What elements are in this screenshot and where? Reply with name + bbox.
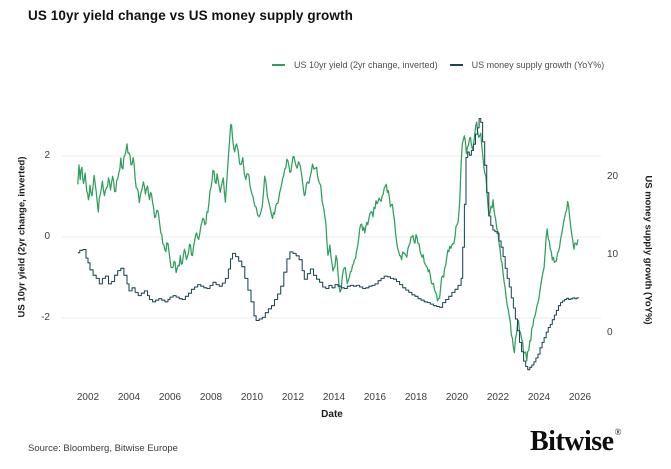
left-y-tick-label: -2 <box>41 312 50 323</box>
chart-title: US 10yr yield change vs US money supply … <box>28 8 353 23</box>
legend-dash-icon <box>449 64 463 66</box>
left-axis-title: US 10yr yield (2yr change, inverted) <box>16 156 28 318</box>
x-tick-label: 2022 <box>486 392 510 403</box>
x-tick-label: 2010 <box>240 392 264 403</box>
x-tick-label: 2012 <box>281 392 305 403</box>
x-tick-label: 2008 <box>199 392 223 403</box>
x-tick-label: 2026 <box>568 392 592 403</box>
x-tick-label: 2014 <box>322 392 346 403</box>
x-tick-label: 2016 <box>363 392 387 403</box>
source-note: Source: Bloomberg, Bitwise Europe <box>28 443 178 454</box>
registered-mark: ® <box>614 427 622 437</box>
legend-label: US 10yr yield (2yr change, inverted) <box>294 60 438 70</box>
bitwise-logo: Bitwise® <box>530 426 621 458</box>
right-y-tick-label: 10 <box>607 249 619 260</box>
x-tick-label: 2018 <box>404 392 428 403</box>
right-axis-title: US money supply growth (YoY%) <box>642 175 654 325</box>
x-tick-label: 2004 <box>117 392 141 403</box>
x-tick-label: 2006 <box>158 392 182 403</box>
x-tick-label: 2020 <box>445 392 469 403</box>
x-tick-label: 2024 <box>527 392 551 403</box>
right-y-tick-label: 20 <box>607 171 619 182</box>
x-axis-title: Date <box>321 409 343 420</box>
legend-item: US money supply growth (YoY%) <box>449 60 605 70</box>
left-y-tick-label: 0 <box>44 231 50 242</box>
legend-item: US 10yr yield (2yr change, inverted) <box>272 60 438 70</box>
right-y-tick-label: 0 <box>607 327 613 338</box>
left-y-tick-label: 2 <box>44 150 50 161</box>
legend: US 10yr yield (2yr change, inverted) US m… <box>272 60 604 70</box>
legend-dash-icon <box>272 64 285 66</box>
series-line-10yr-yield <box>77 121 579 362</box>
series-line-money-supply <box>77 117 579 371</box>
legend-label: US money supply growth (YoY%) <box>471 60 605 70</box>
x-tick-label: 2002 <box>76 392 100 403</box>
brand-name: Bitwise <box>530 426 614 457</box>
